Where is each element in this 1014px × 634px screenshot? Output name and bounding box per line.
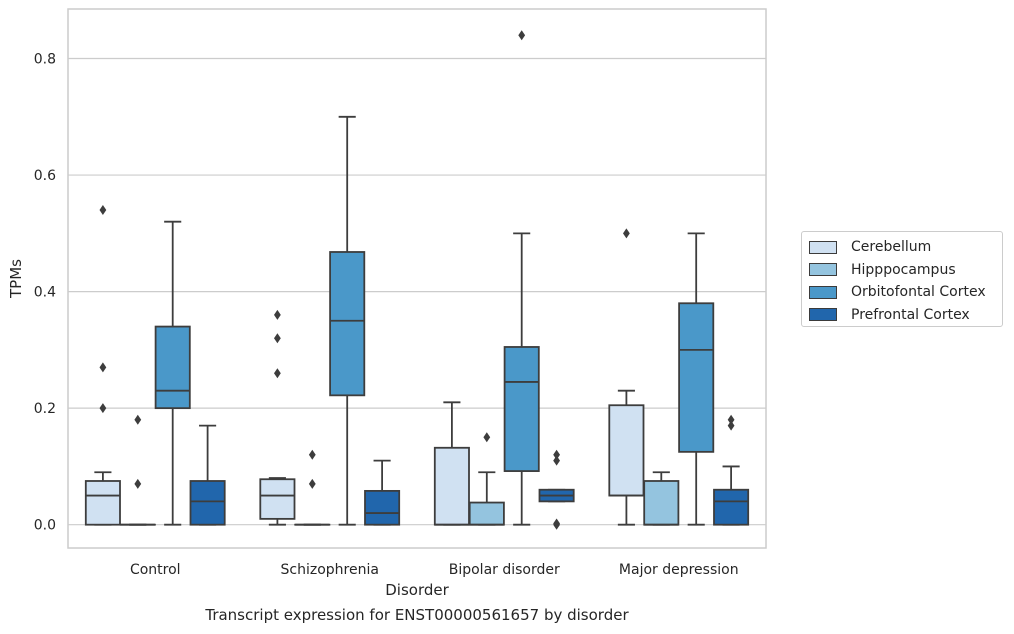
outlier-point	[99, 205, 107, 216]
outlier-point	[134, 478, 142, 489]
legend-swatch	[809, 263, 837, 277]
y-axis: 0.0 0.2 0.4 0.6 0.8	[34, 52, 56, 534]
figure-caption: Transcript expression for ENST0000056165…	[205, 606, 629, 624]
box-hipppocampus	[468, 432, 505, 526]
box-iqr	[189, 480, 226, 526]
x-tick-label: Major depression	[619, 562, 739, 578]
outlier-point	[99, 403, 107, 414]
box-cerebellum	[433, 401, 470, 526]
x-tick-label: Control	[130, 562, 181, 578]
x-axis-label: Disorder	[385, 581, 449, 599]
box-orbitofontal-cortex	[678, 232, 715, 526]
legend-swatch	[809, 285, 837, 299]
box-iqr	[259, 478, 296, 520]
plot-area	[84, 30, 750, 530]
outlier-point	[727, 414, 735, 425]
box-hipppocampus	[643, 471, 680, 526]
box-hipppocampus	[294, 449, 331, 526]
box-iqr	[503, 346, 540, 472]
box-iqr	[154, 325, 191, 410]
outlier-point	[483, 432, 491, 443]
x-axis: Control Schizophrenia Bipolar disorder Majo…	[130, 562, 739, 578]
box-orbitofontal-cortex	[154, 220, 191, 526]
box-cerebellum	[259, 309, 296, 526]
outlier-point	[274, 368, 281, 379]
box-cerebellum	[84, 205, 121, 526]
legend-item: Orbitofontal Cortex	[809, 281, 1002, 304]
box-prefrontal-cortex	[364, 459, 401, 526]
x-tick-label: Bipolar disorder	[449, 562, 560, 578]
x-tick-label: Schizophrenia	[281, 562, 379, 578]
plot-frame	[67, 8, 767, 549]
outlier-point	[308, 449, 316, 460]
outlier-point	[553, 518, 560, 529]
box-prefrontal-cortex	[538, 449, 575, 530]
legend-label: Cerebellum	[851, 239, 932, 256]
outlier-point	[308, 478, 316, 489]
legend-item: Prefrontal Cortex	[809, 304, 1002, 327]
box-orbitofontal-cortex	[503, 30, 540, 526]
y-tick-label: 0.8	[34, 52, 56, 68]
box-prefrontal-cortex	[713, 414, 750, 526]
y-tick-label: 0.0	[34, 518, 56, 534]
box-orbitofontal-cortex	[329, 115, 366, 526]
y-axis-label: TPMs	[7, 259, 25, 299]
box-iqr	[364, 489, 401, 526]
outlier-point	[623, 228, 630, 239]
outlier-point	[518, 30, 526, 41]
legend-swatch	[809, 308, 837, 322]
outlier-point	[727, 420, 735, 431]
box-iqr	[433, 446, 470, 526]
outlier-point	[99, 362, 107, 373]
box-iqr	[329, 251, 366, 397]
outlier-point	[553, 449, 560, 460]
box-iqr	[713, 488, 750, 526]
legend-label: Hipppocampus	[851, 261, 956, 278]
box-iqr	[643, 480, 680, 526]
box-hipppocampus	[119, 414, 156, 526]
legend-label: Orbitofontal Cortex	[851, 284, 986, 301]
legend: Cerebellum Hipppocampus Orbitofontal Corte…	[801, 231, 1003, 327]
box-iqr	[608, 404, 645, 497]
box-cerebellum	[608, 228, 645, 526]
y-tick-label: 0.4	[34, 285, 56, 301]
box-iqr	[678, 302, 715, 453]
outlier-point	[553, 455, 560, 466]
legend-label: Prefrontal Cortex	[851, 306, 970, 323]
legend-swatch	[809, 240, 837, 254]
legend-item: Cerebellum	[809, 236, 1002, 259]
y-tick-label: 0.6	[34, 168, 56, 184]
box-iqr	[84, 480, 121, 526]
legend-item: Hipppocampus	[809, 259, 1002, 282]
box-iqr	[468, 501, 505, 526]
outlier-point	[274, 333, 281, 344]
outlier-point	[134, 414, 142, 425]
y-tick-label: 0.2	[34, 401, 56, 417]
box-prefrontal-cortex	[189, 424, 226, 526]
outlier-point	[274, 309, 281, 320]
